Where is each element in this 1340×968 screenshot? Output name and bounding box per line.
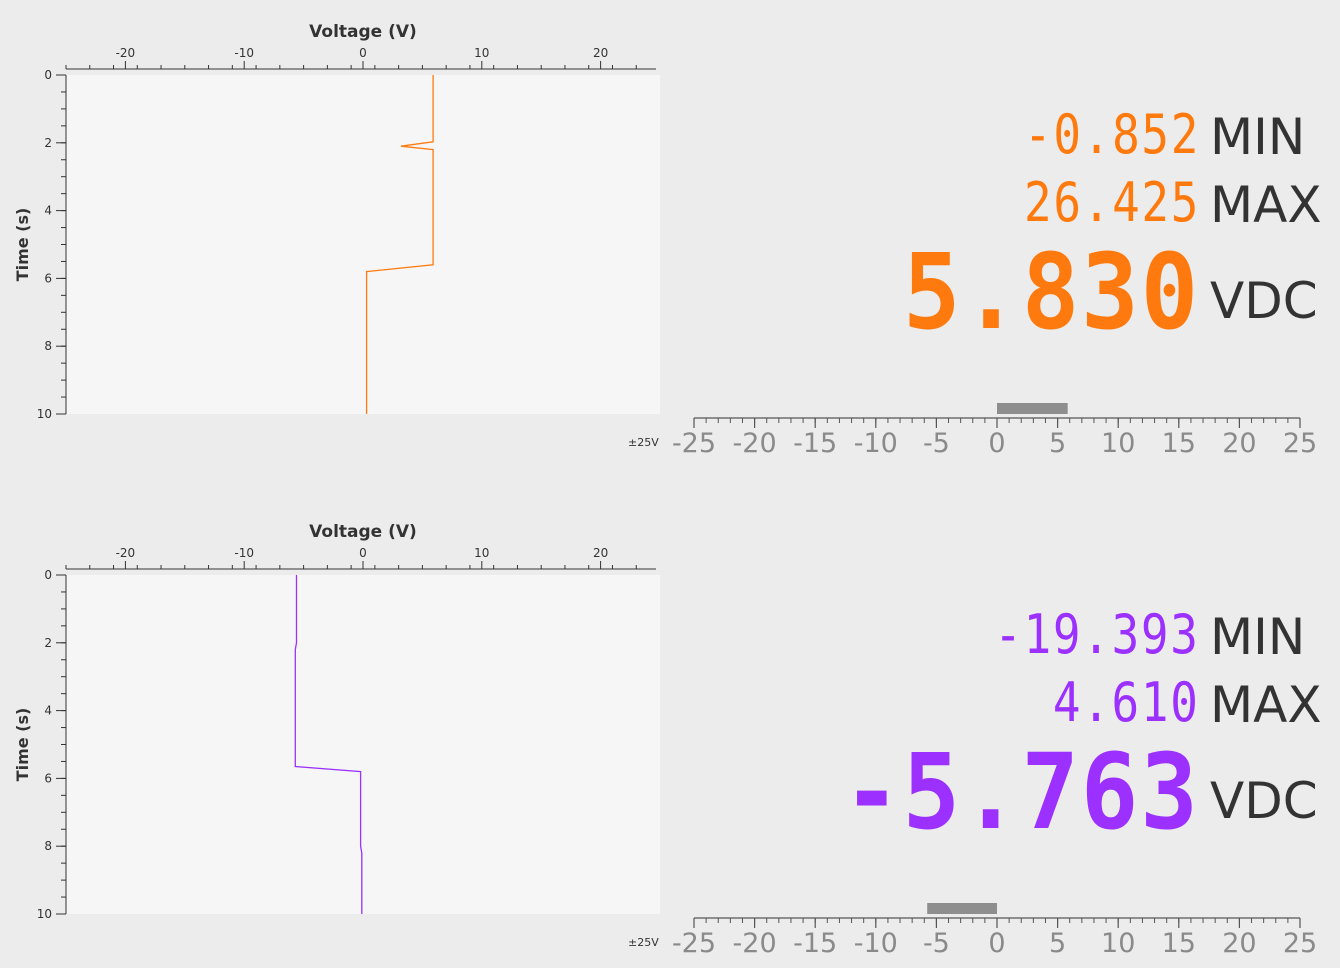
max-value: 4.610: [1053, 671, 1200, 734]
max-label: MAX: [1210, 676, 1322, 734]
x-tick-label: 10: [474, 46, 489, 60]
gauge-tick-label: 15: [1162, 928, 1196, 959]
range-label: ±25V: [628, 936, 659, 949]
series-line: [294, 575, 363, 914]
x-tick-label: 20: [593, 46, 608, 60]
y-axis-label: Time (s): [13, 208, 32, 282]
value-unit: VDC: [1210, 272, 1318, 330]
y-tick-label: 4: [44, 204, 52, 218]
value-row: 5.830 VDC: [877, 240, 1322, 344]
y-tick-label: 10: [37, 407, 52, 421]
gauge-tick-label: -5: [923, 928, 950, 959]
channel-2-chart: Voltage (V) -20 -10 0 10 20 0 2 4 6 8 10 Time (s) -25…: [13, 522, 1317, 959]
x-tick-label: -10: [234, 46, 254, 60]
gauge-tick-label: 10: [1101, 928, 1135, 959]
min-row: -19.393 MIN: [812, 603, 1322, 666]
channel-2-readouts: -19.393 MIN 4.610 MAX -5.763 VDC: [812, 603, 1322, 845]
plot-area: [66, 575, 660, 914]
value-row: -5.763 VDC: [812, 740, 1322, 844]
gauge-tick-label: -5: [923, 428, 950, 459]
x-tick-label: 20: [593, 546, 608, 560]
y-tick-label: 0: [44, 68, 52, 82]
gauge-tick-label: 20: [1222, 428, 1256, 459]
x-tick-label: -20: [116, 46, 136, 60]
y-tick-label: 4: [44, 704, 52, 718]
gauge-tick-label: 5: [1049, 928, 1066, 959]
x-tick-label: 10: [474, 546, 489, 560]
gauge-tick-label: 10: [1101, 428, 1135, 459]
gauge-tick-label: 25: [1283, 428, 1317, 459]
x-tick-label: 0: [359, 46, 367, 60]
gauge-tick-label: 0: [988, 428, 1005, 459]
y-tick-label: 2: [44, 636, 52, 650]
y-tick-label: 6: [44, 271, 52, 285]
min-value: -19.393: [994, 603, 1200, 666]
y-axis-label: Time (s): [13, 708, 32, 782]
y-tick-label: 2: [44, 136, 52, 150]
gauge-tick-label: -20: [733, 928, 777, 959]
chart-title: Voltage (V): [309, 522, 417, 542]
max-row: 26.425 MAX: [877, 171, 1322, 234]
gauge-tick-label: 25: [1283, 928, 1317, 959]
plot-area: [66, 75, 660, 414]
x-tick-label: -20: [116, 546, 136, 560]
max-label: MAX: [1210, 176, 1322, 234]
y-tick-label: 10: [37, 907, 52, 921]
min-label: MIN: [1210, 108, 1306, 166]
series-line: [365, 75, 434, 414]
gauge-tick-label: -15: [793, 428, 837, 459]
gauge-tick-label: 20: [1222, 928, 1256, 959]
gauge-tick-label: -25: [672, 928, 716, 959]
max-row: 4.610 MAX: [812, 671, 1322, 734]
channel-2-panel: Voltage (V) -20 -10 0 10 20 0 2 4 6 8 10 Time (s) -25…: [0, 484, 1340, 968]
channel-1-chart: Voltage (V) -20 -10 0 10 20 0 2 4 6 8 10 Time (s) -25…: [13, 22, 1317, 459]
y-tick-label: 6: [44, 771, 52, 785]
x-tick-label: -10: [234, 546, 254, 560]
channel-1-readouts: -0.852 MIN 26.425 MAX 5.830 VDC: [877, 103, 1322, 345]
gauge-bar: [927, 903, 997, 914]
gauge-tick-label: -10: [854, 928, 898, 959]
min-label: MIN: [1210, 608, 1306, 666]
current-value: -5.763: [843, 731, 1200, 853]
min-row: -0.852 MIN: [877, 103, 1322, 166]
x-tick-label: 0: [359, 546, 367, 560]
min-value: -0.852: [1023, 103, 1200, 166]
gauge-tick-label: -15: [793, 928, 837, 959]
y-tick-label: 8: [44, 339, 52, 353]
value-unit: VDC: [1210, 772, 1318, 830]
gauge-tick-label: 15: [1162, 428, 1196, 459]
gauge-tick-label: -10: [854, 428, 898, 459]
gauge-tick-label: 5: [1049, 428, 1066, 459]
gauge-tick-label: 0: [988, 928, 1005, 959]
gauge-bar: [997, 403, 1068, 414]
chart-title: Voltage (V): [309, 22, 417, 42]
range-label: ±25V: [628, 436, 659, 449]
channel-1-panel: Voltage (V) -20 -10 0 10 20 0 2 4 6 8 10 Time (s) -25…: [13, 22, 1322, 459]
max-value: 26.425: [1023, 171, 1200, 234]
current-value: 5.830: [902, 231, 1200, 353]
gauge-tick-label: -25: [672, 428, 716, 459]
y-tick-label: 8: [44, 839, 52, 853]
gauge-tick-label: -20: [733, 428, 777, 459]
y-tick-label: 0: [44, 568, 52, 582]
